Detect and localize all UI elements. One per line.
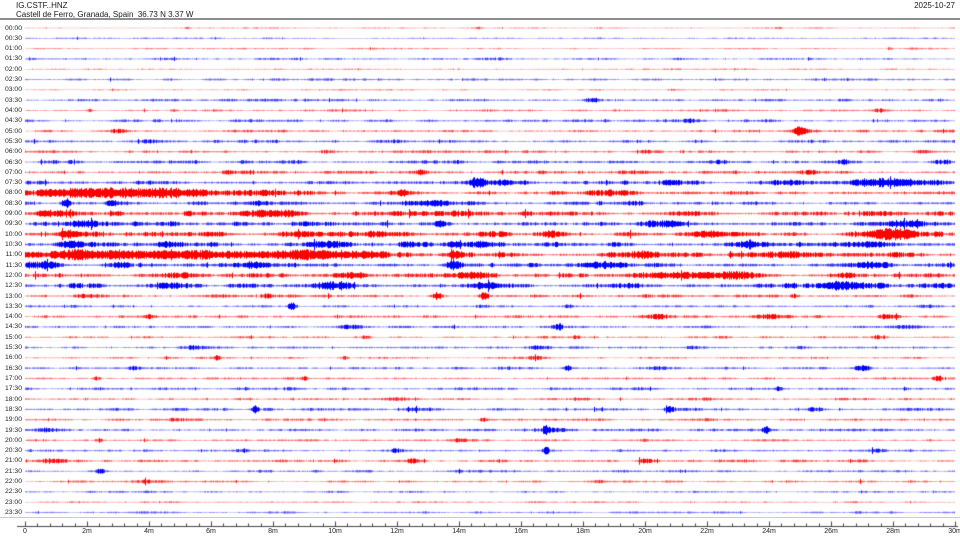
axis-tick-label: 24m: [762, 528, 776, 535]
time-label: 11:00: [5, 251, 22, 259]
time-label: 04:30: [4, 117, 22, 125]
time-label: 23:30: [4, 508, 22, 516]
axis-tick-label: 22m: [700, 528, 714, 535]
time-label: 10:30: [4, 240, 22, 248]
time-label: 22:00: [4, 478, 22, 486]
time-label: 05:30: [4, 137, 22, 145]
time-label: 00:30: [4, 34, 22, 42]
time-label: 02:30: [4, 76, 22, 84]
time-label: 21:30: [4, 467, 22, 475]
axis-separator: [0, 517, 960, 518]
axis-tick-label: 14m: [452, 528, 466, 535]
axis-tick-label: 10m: [328, 528, 342, 535]
time-label: 15:00: [4, 333, 22, 341]
axis-tick-label: 28m: [886, 528, 900, 535]
time-label: 00:00: [4, 24, 22, 32]
time-label: 17:30: [4, 385, 22, 393]
time-label: 07:00: [4, 168, 22, 176]
time-label: 16:00: [4, 354, 22, 362]
time-label: 02:00: [4, 65, 22, 73]
time-label: 18:00: [4, 395, 22, 403]
time-label: 04:00: [4, 106, 22, 114]
axis-tick-label: 26m: [824, 528, 838, 535]
time-label: 23:00: [4, 498, 22, 506]
time-label: 13:00: [4, 292, 22, 300]
time-label: 01:30: [4, 55, 22, 63]
axis-tick-label: 4m: [144, 528, 154, 535]
time-label: 15:30: [4, 344, 22, 352]
time-label: 09:00: [4, 210, 22, 218]
time-label: 13:30: [4, 302, 22, 310]
time-label: 14:30: [4, 323, 22, 331]
time-label: 07:30: [4, 179, 22, 187]
time-label: 08:30: [4, 199, 22, 207]
time-label: 16:30: [4, 364, 22, 372]
time-label: 20:00: [4, 436, 22, 444]
time-label: 17:00: [4, 374, 22, 382]
axis-tick-label: 18m: [576, 528, 590, 535]
time-label: 19:00: [4, 416, 22, 424]
axis-tick-label: 20m: [638, 528, 652, 535]
axis-tick-label: 12m: [390, 528, 404, 535]
time-label: 09:30: [4, 220, 22, 228]
time-label: 12:00: [4, 271, 22, 279]
time-label: 03:30: [4, 96, 22, 104]
time-label: 11:30: [5, 261, 22, 269]
time-label: 10:00: [4, 230, 22, 238]
axis-tick-label: 2m: [82, 528, 92, 535]
time-label: 08:00: [4, 189, 22, 197]
time-label: 12:30: [4, 282, 22, 290]
time-label: 19:30: [4, 426, 22, 434]
time-label: 03:00: [4, 86, 22, 94]
axis-tick-label: 6m: [206, 528, 216, 535]
axis-tick-label: 8m: [268, 528, 278, 535]
time-label: 21:00: [4, 457, 22, 465]
time-label: 05:00: [4, 127, 22, 135]
time-label: 06:00: [4, 148, 22, 156]
time-label: 01:00: [4, 45, 22, 53]
time-label: 14:00: [4, 313, 22, 321]
axis-tick-label: 0: [23, 528, 27, 535]
time-label: 22:30: [4, 488, 22, 496]
time-label: 06:30: [4, 158, 22, 166]
time-label: 20:30: [4, 447, 22, 455]
axis-tick-label: 16m: [514, 528, 528, 535]
time-label: 18:30: [4, 405, 22, 413]
axis-tick-label: 30m: [948, 528, 960, 535]
